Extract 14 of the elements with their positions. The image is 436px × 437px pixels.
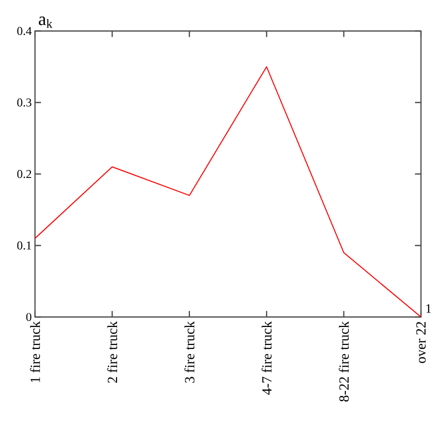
line-series: [35, 66, 421, 317]
y-axis-title: a$_{k}$: [38, 16, 52, 28]
y-tick-label: 0.4: [17, 26, 32, 36]
x-tick-label: 4-7 fire truck: [262, 321, 272, 395]
x-tick-label: over 22: [416, 322, 426, 364]
x-tick-label: 3 fire truck: [184, 321, 194, 383]
x-tick-label: 2 fire truck: [107, 321, 118, 383]
x-tick-label: 8-22 fire truck: [338, 321, 349, 402]
y-tick-label: 0.2: [17, 170, 32, 178]
x-tick-label: 1 fire truck: [30, 321, 40, 382]
y-tick-label: 0: [26, 312, 32, 322]
y-tick-label: 0.1: [17, 241, 32, 250]
x-axis-title: 1: [426, 304, 431, 313]
y-tick-label: 0.3: [17, 98, 32, 107]
